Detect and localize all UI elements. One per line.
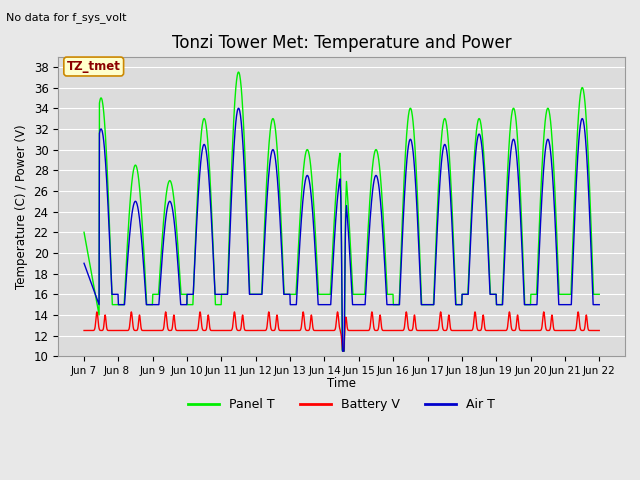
Text: TZ_tmet: TZ_tmet xyxy=(67,60,121,73)
X-axis label: Time: Time xyxy=(327,377,356,390)
Legend: Panel T, Battery V, Air T: Panel T, Battery V, Air T xyxy=(183,393,500,416)
Title: Tonzi Tower Met: Temperature and Power: Tonzi Tower Met: Temperature and Power xyxy=(172,34,511,52)
Y-axis label: Temperature (C) / Power (V): Temperature (C) / Power (V) xyxy=(15,124,28,289)
Text: No data for f_sys_volt: No data for f_sys_volt xyxy=(6,12,127,23)
